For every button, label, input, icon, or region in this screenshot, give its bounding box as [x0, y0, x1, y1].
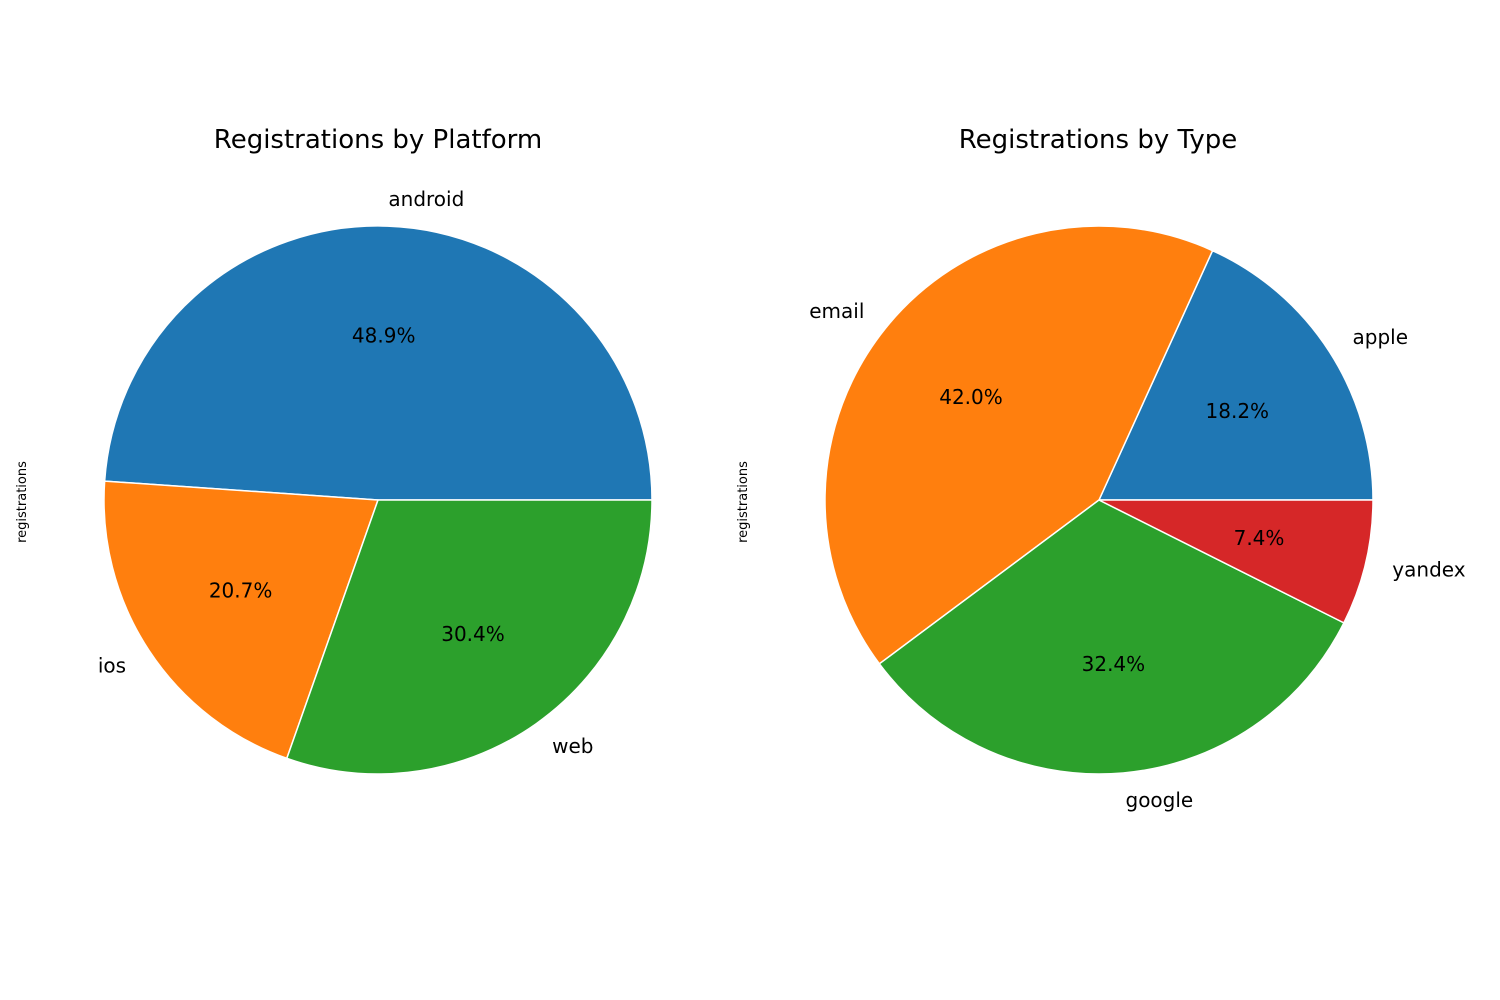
- type-pie-chart: Registrations by Type registrations appl…: [736, 125, 1466, 812]
- type-pie-labels: apple 18.2% email 42.0% google 32.4% yandex 7.4…: [809, 299, 1465, 812]
- type-chart-title: Registrations by Type: [959, 125, 1237, 155]
- platform-pie-chart: Registrations by Platform registrations …: [15, 125, 653, 775]
- pie-slice-android: [103, 225, 653, 501]
- slice-label-apple: apple: [1353, 325, 1409, 349]
- slice-label-email: email: [809, 299, 864, 323]
- pct-label-yandex: 7.4%: [1234, 526, 1285, 550]
- slice-label-android: android: [388, 187, 464, 211]
- platform-pie-labels: android 48.9% ios 20.7% web 30.4%: [98, 187, 594, 758]
- platform-pie-slices: [103, 225, 653, 775]
- slice-label-yandex: yandex: [1392, 557, 1465, 581]
- pct-label-google: 32.4%: [1082, 652, 1146, 676]
- pie-slice-google: [878, 499, 1345, 775]
- slice-label-web: web: [552, 734, 593, 758]
- pct-label-apple: 18.2%: [1206, 399, 1270, 423]
- slice-label-google: google: [1126, 788, 1194, 812]
- pie-slice-apple: [1098, 249, 1374, 501]
- slice-label-ios: ios: [98, 654, 126, 678]
- platform-chart-ylabel: registrations: [15, 461, 30, 543]
- pct-label-email: 42.0%: [939, 385, 1003, 409]
- pie-slice-email: [824, 225, 1214, 665]
- pie-slice-web: [286, 499, 653, 775]
- platform-chart-title: Registrations by Platform: [214, 125, 542, 155]
- pie-slice-yandex: [1098, 499, 1374, 624]
- type-chart-ylabel: registrations: [736, 461, 751, 543]
- pct-label-web: 30.4%: [441, 622, 505, 646]
- pct-label-android: 48.9%: [352, 324, 416, 348]
- pct-label-ios: 20.7%: [209, 578, 273, 602]
- pie-slice-ios: [103, 480, 379, 760]
- type-pie-slices: [824, 225, 1374, 775]
